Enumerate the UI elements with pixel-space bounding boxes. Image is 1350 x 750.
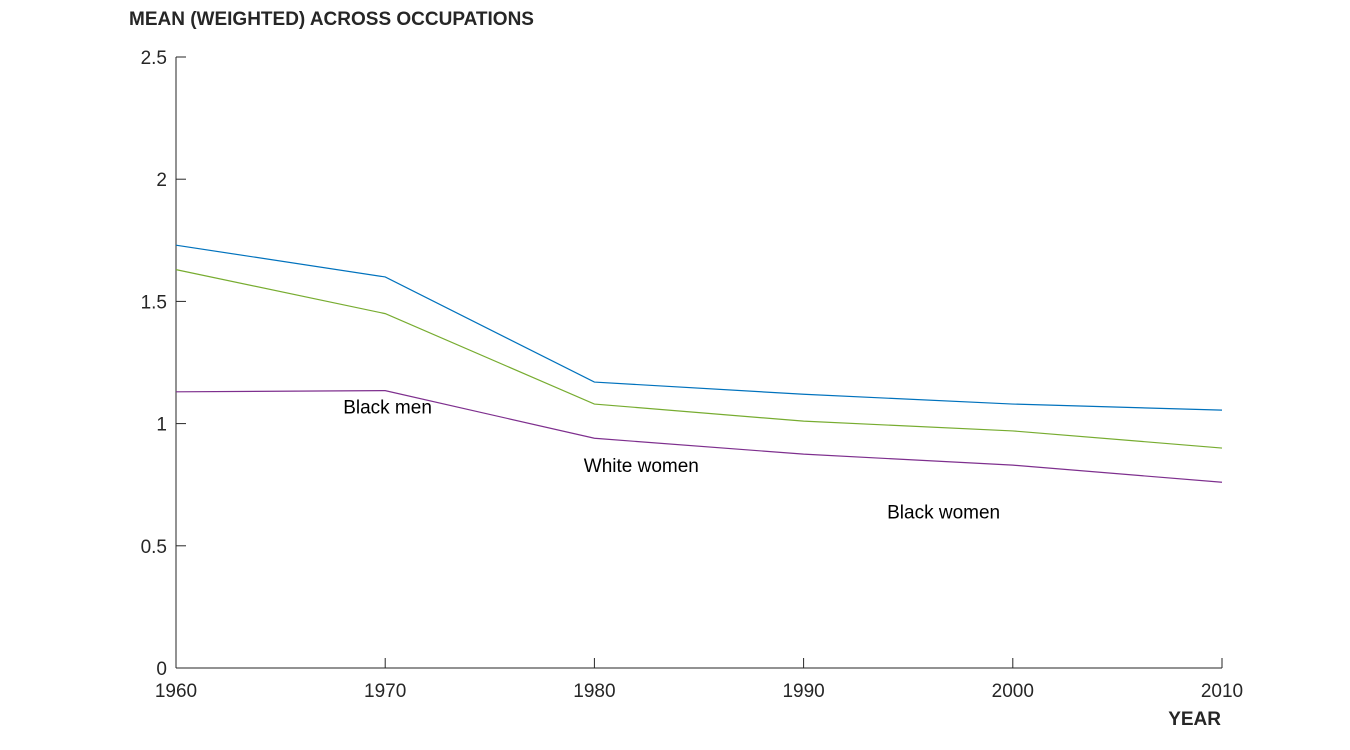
y-tick-label: 0 xyxy=(156,659,167,680)
x-tick-label: 1990 xyxy=(782,681,824,702)
y-tick-label: 0.5 xyxy=(141,537,167,558)
y-tick-label: 2 xyxy=(156,170,167,191)
y-tick-label: 1.5 xyxy=(141,292,167,313)
plot-lines xyxy=(175,244,1223,483)
series-line xyxy=(175,244,1223,411)
x-tick-label: 2000 xyxy=(992,681,1034,702)
x-tick-label: 1970 xyxy=(364,681,406,702)
series-line xyxy=(175,269,1223,449)
x-tick-label: 1960 xyxy=(155,681,197,702)
series-annotations: Black men White women Black women xyxy=(343,397,1000,523)
x-axis-title: YEAR xyxy=(1168,709,1221,730)
y-tick-label: 1 xyxy=(156,415,167,436)
chart-title: MEAN (WEIGHTED) ACROSS OCCUPATIONS xyxy=(129,9,534,30)
axes: 0 0.5 1 1.5 2 2.5 1960 1970 1980 1990 2000 2010 xyxy=(141,48,1244,702)
series-label: White women xyxy=(584,456,699,477)
series-label: Black women xyxy=(887,503,1000,524)
x-tick-label: 2010 xyxy=(1201,681,1243,702)
series-line xyxy=(175,390,1223,483)
series-label: Black men xyxy=(343,397,432,418)
x-tick-label: 1980 xyxy=(573,681,615,702)
y-tick-label: 2.5 xyxy=(141,48,167,69)
